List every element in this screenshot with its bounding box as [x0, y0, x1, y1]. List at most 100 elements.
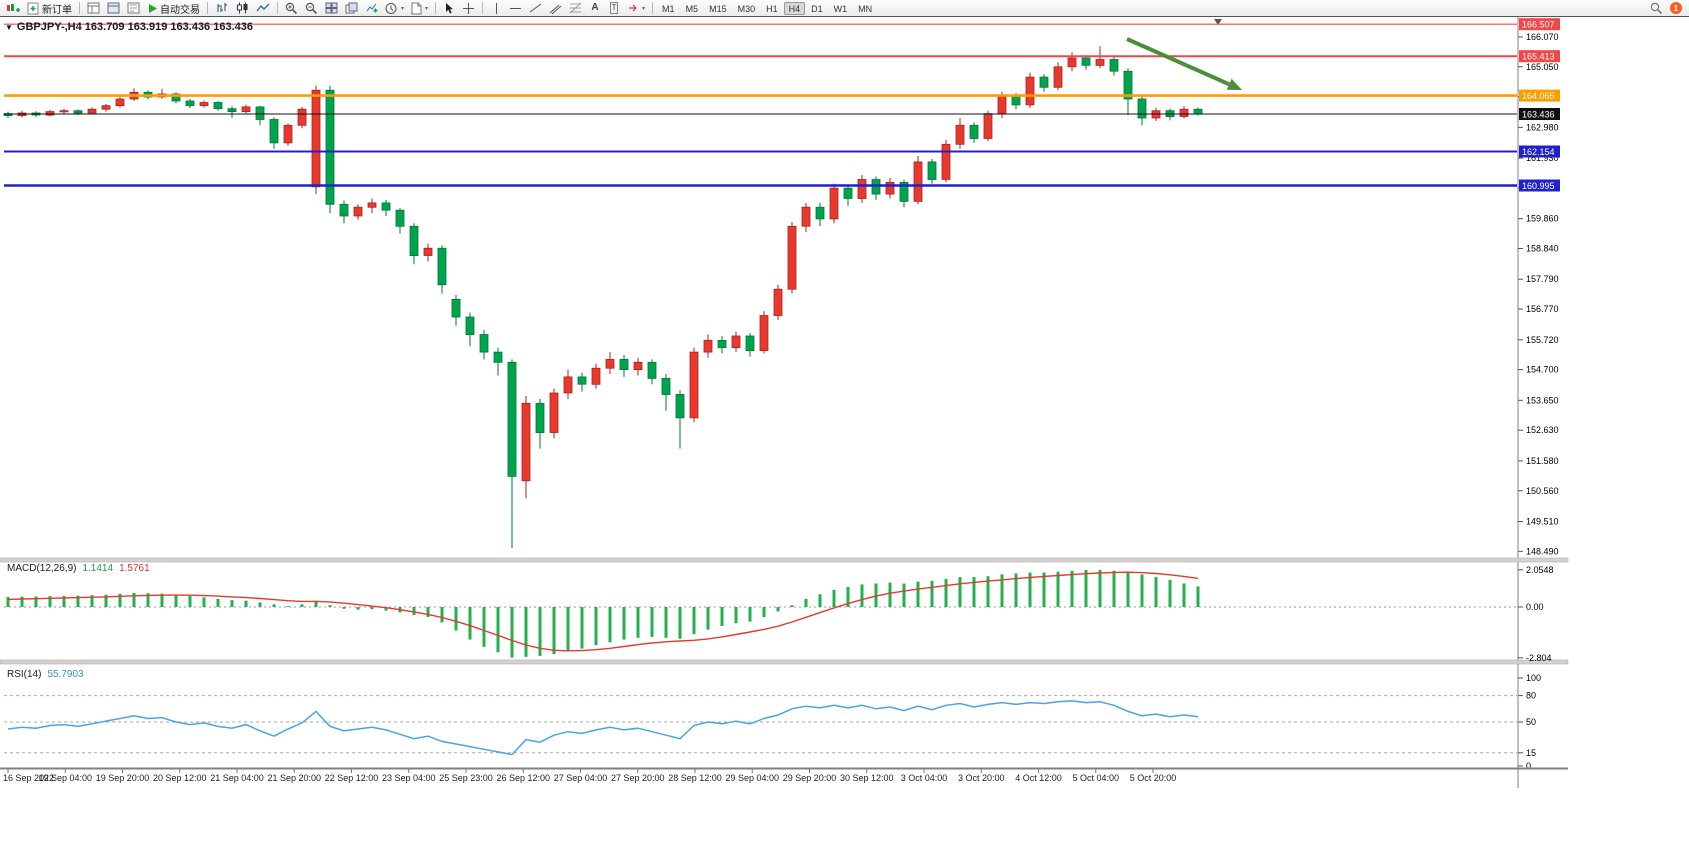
- data-window-icon: [107, 2, 120, 14]
- time-axis-label: 19 Sep 20:00: [96, 773, 150, 783]
- candle-body: [577, 376, 587, 385]
- new-order-button[interactable]: 新订单: [24, 1, 75, 16]
- timeframe-button-M30[interactable]: M30: [737, 3, 756, 14]
- text-label-button[interactable]: T: [605, 1, 623, 16]
- cursor-button[interactable]: [440, 1, 458, 16]
- candle-body: [255, 106, 265, 120]
- candle-body: [227, 108, 237, 112]
- navigator-button[interactable]: [124, 1, 143, 16]
- trend-arrow-annotation[interactable]: [1126, 37, 1231, 87]
- candle-body: [437, 247, 447, 286]
- candle-body: [101, 105, 111, 110]
- rsi-indicator-label: RSI(14) 55.7903: [7, 669, 84, 680]
- pane-resize-handle[interactable]: [0, 659, 1569, 665]
- level-price-tag-label: 162.154: [1522, 147, 1555, 157]
- data-window-button[interactable]: [104, 1, 123, 16]
- zoom-in-button[interactable]: [282, 1, 301, 16]
- trendline-button[interactable]: [526, 1, 545, 16]
- horizontal-line-icon: [510, 7, 522, 9]
- trend-arrow-head[interactable]: [1226, 78, 1242, 90]
- candle-body: [717, 339, 727, 349]
- autotrade-button[interactable]: 自动交易: [144, 1, 203, 16]
- candle-body: [325, 89, 335, 205]
- navigator-icon: [127, 2, 140, 14]
- time-axis-label: 5 Oct 04:00: [1072, 773, 1119, 783]
- timeframe-button-W1[interactable]: W1: [833, 3, 848, 14]
- time-axis-label: 3 Oct 20:00: [958, 773, 1005, 783]
- notification-badge[interactable]: 1: [1670, 2, 1682, 14]
- line-chart-button[interactable]: [253, 1, 273, 16]
- candle-body: [535, 402, 545, 433]
- text-a-icon: A: [591, 2, 599, 13]
- templates-button[interactable]: ▾: [408, 1, 431, 16]
- price-axis-label: 153.650: [1526, 395, 1559, 405]
- time-axis-label: 30 Sep 12:00: [840, 773, 894, 783]
- zoom-out-icon: [305, 2, 318, 14]
- crosshair-button[interactable]: [459, 1, 478, 16]
- new-chart-button[interactable]: [3, 1, 23, 16]
- cascade-windows-button[interactable]: [342, 1, 361, 16]
- candle-body: [185, 100, 195, 107]
- timeframe-button-M1[interactable]: M1: [662, 3, 675, 14]
- trendline-icon: [529, 3, 542, 13]
- bar-chart-button[interactable]: [212, 1, 232, 16]
- candlestick-chart-button[interactable]: [233, 1, 252, 16]
- rsi-axis-label: 100: [1526, 673, 1541, 683]
- chart-shift-marker[interactable]: [1214, 19, 1222, 25]
- toolbar-separator: [277, 2, 278, 14]
- arrows-tool-button[interactable]: ▾: [624, 1, 648, 16]
- candle-body: [311, 89, 321, 188]
- text-label-icon: T: [609, 2, 619, 14]
- time-axis[interactable]: [0, 769, 1568, 789]
- market-watch-button[interactable]: [84, 1, 103, 16]
- zoom-out-button[interactable]: [302, 1, 321, 16]
- new-order-label: 新订单: [42, 4, 72, 16]
- candle-body: [59, 110, 69, 113]
- time-axis-label: 23 Sep 04:00: [382, 773, 436, 783]
- fibonacci-button[interactable]: [566, 1, 585, 16]
- search-button[interactable]: [1647, 1, 1666, 16]
- candle-body: [507, 361, 517, 477]
- vertical-line-button[interactable]: [487, 1, 505, 16]
- text-button[interactable]: A: [586, 1, 604, 16]
- candle-body: [591, 367, 601, 385]
- tile-windows-button[interactable]: [322, 1, 341, 16]
- timeframe-button-H1[interactable]: H1: [766, 3, 778, 14]
- candle-body: [703, 339, 713, 353]
- zoom-in-icon: [285, 2, 298, 14]
- price-axis-label: 158.840: [1526, 244, 1559, 254]
- indicators-button[interactable]: [362, 1, 381, 16]
- pane-resize-handle[interactable]: [0, 557, 1569, 563]
- timeframe-button-M5[interactable]: M5: [685, 3, 699, 14]
- dropdown-caret-icon: ▾: [425, 5, 429, 12]
- time-axis-label: 22 Sep 12:00: [325, 773, 379, 783]
- timeframe-button-D1[interactable]: D1: [811, 3, 823, 14]
- one-click-trading-toggle-icon[interactable]: ▼: [5, 22, 13, 32]
- toolbar-separator: [435, 2, 437, 14]
- periods-button[interactable]: ▾: [382, 1, 407, 16]
- timeframe-button-H4[interactable]: H4: [783, 1, 806, 15]
- candle-body: [213, 102, 223, 109]
- equidistant-channel-button[interactable]: [546, 1, 565, 16]
- candle-body: [297, 108, 307, 126]
- level-price-tag-label: 160.995: [1522, 181, 1555, 191]
- equidistant-channel-icon: [549, 4, 562, 14]
- candle-body: [451, 298, 461, 318]
- level-price-tag: [1519, 179, 1560, 192]
- price-axis-label: 165.050: [1526, 62, 1559, 72]
- horizontal-line-button[interactable]: [506, 1, 525, 16]
- candle-body: [885, 181, 895, 195]
- timeframe-button-MN[interactable]: MN: [858, 3, 873, 14]
- bar-chart-icon: [217, 3, 227, 12]
- candle-body: [955, 124, 965, 145]
- timeframe-button-M15[interactable]: M15: [709, 3, 727, 14]
- candle-body: [773, 288, 783, 316]
- time-axis-label: 29 Sep 04:00: [725, 773, 779, 783]
- candle-body: [843, 187, 853, 199]
- timeframe-toolbar: M1 M5 M15 M30 H1 H4 D1 W1 MN: [657, 1, 877, 15]
- price-axis-label: 150.560: [1526, 486, 1559, 496]
- dropdown-caret-icon: ▾: [401, 5, 405, 12]
- candlestick-chart-icon: [237, 2, 248, 14]
